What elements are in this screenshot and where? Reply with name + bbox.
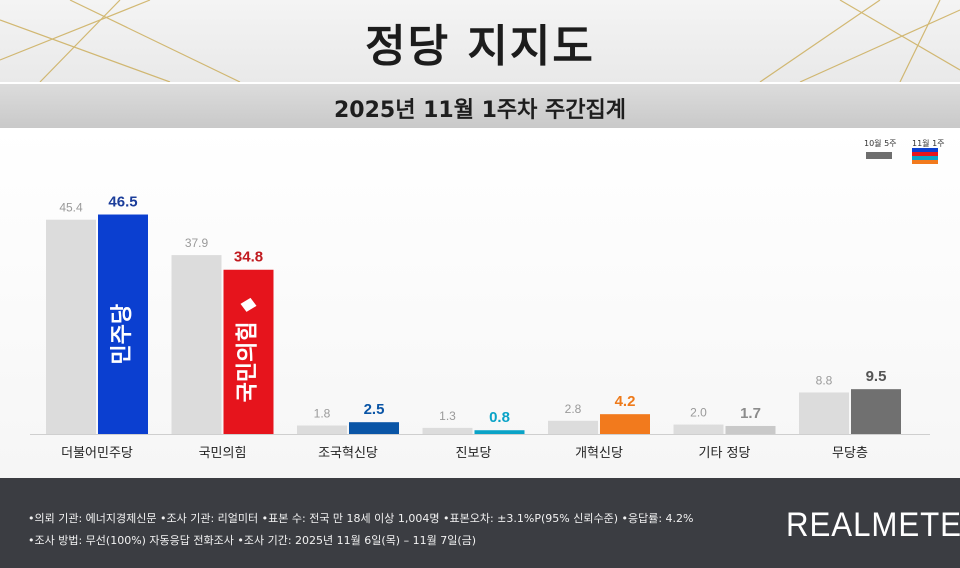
category-label: 더불어민주당 <box>61 446 133 461</box>
party-logo-text: 국민의힘 <box>236 321 261 402</box>
legend-label-previous: 10월 5주 <box>864 139 897 148</box>
bar-current <box>98 214 148 434</box>
footer: •의뢰 기관: 에너지경제신문 •조사 기관: 리얼미터 •표본 수: 전국 만… <box>0 478 960 568</box>
chart-subtitle: 2025년 11월 1주차 주간집계 <box>333 98 627 123</box>
value-label-current: 4.2 <box>615 393 636 410</box>
category-label: 개혁신당 <box>575 446 623 461</box>
value-label-current: 9.5 <box>866 368 887 385</box>
legend-swatch-current <box>912 148 938 164</box>
category-label: 무당층 <box>832 446 868 461</box>
value-label-current: 2.5 <box>364 401 385 418</box>
survey-info-line1: •의뢰 기관: 에너지경제신문 •조사 기관: 리얼미터 •표본 수: 전국 만… <box>28 512 694 525</box>
chart-title: 정당 지지도 <box>365 21 595 72</box>
bar-current <box>600 414 650 434</box>
bar-previous <box>46 219 96 434</box>
title-banner: 정당 지지도 <box>0 0 960 82</box>
bar-current <box>725 425 776 434</box>
realmeter-logo: REALMETER <box>786 506 960 544</box>
survey-info-line2: •조사 방법: 무선(100%) 자동응답 전화조사 •조사 기간: 2025년… <box>28 534 477 547</box>
category-label: 조국혁신당 <box>318 446 378 461</box>
category-label: 진보당 <box>456 446 492 461</box>
bar-previous <box>171 255 222 434</box>
party-logo-text: 민주당 <box>110 304 135 365</box>
legend-label-current: 11월 1주 <box>912 139 945 148</box>
bar-previous <box>548 420 598 434</box>
value-label-previous: 2.0 <box>690 406 707 420</box>
value-label-previous: 8.8 <box>816 373 833 387</box>
bar-previous <box>422 427 473 434</box>
bar-current <box>349 422 399 434</box>
value-label-current: 0.8 <box>489 409 510 426</box>
category-label: 기타 정당 <box>699 446 751 461</box>
subtitle-bar: 2025년 11월 1주차 주간집계 <box>0 84 960 128</box>
bar-previous <box>799 392 849 434</box>
bar-previous <box>673 424 724 434</box>
value-label-previous: 45.4 <box>59 201 83 215</box>
value-label-current: 34.8 <box>234 249 263 266</box>
party-logo-mark <box>240 297 257 312</box>
chart-legend: 10월 5주 11월 1주 <box>860 136 950 186</box>
bar-current <box>223 269 274 434</box>
value-label-previous: 37.9 <box>185 236 209 250</box>
value-label-previous: 1.8 <box>314 407 331 421</box>
value-label-previous: 2.8 <box>565 402 582 416</box>
bar-current <box>851 389 901 434</box>
value-label-previous: 1.3 <box>439 409 456 423</box>
value-label-current: 46.5 <box>108 194 137 211</box>
bar-current <box>474 430 525 434</box>
value-label-current: 1.7 <box>740 405 761 422</box>
legend-swatch-previous <box>866 152 892 159</box>
bar-previous <box>297 425 347 434</box>
banner-decoration <box>0 0 960 82</box>
category-label: 국민의힘 <box>199 446 247 461</box>
